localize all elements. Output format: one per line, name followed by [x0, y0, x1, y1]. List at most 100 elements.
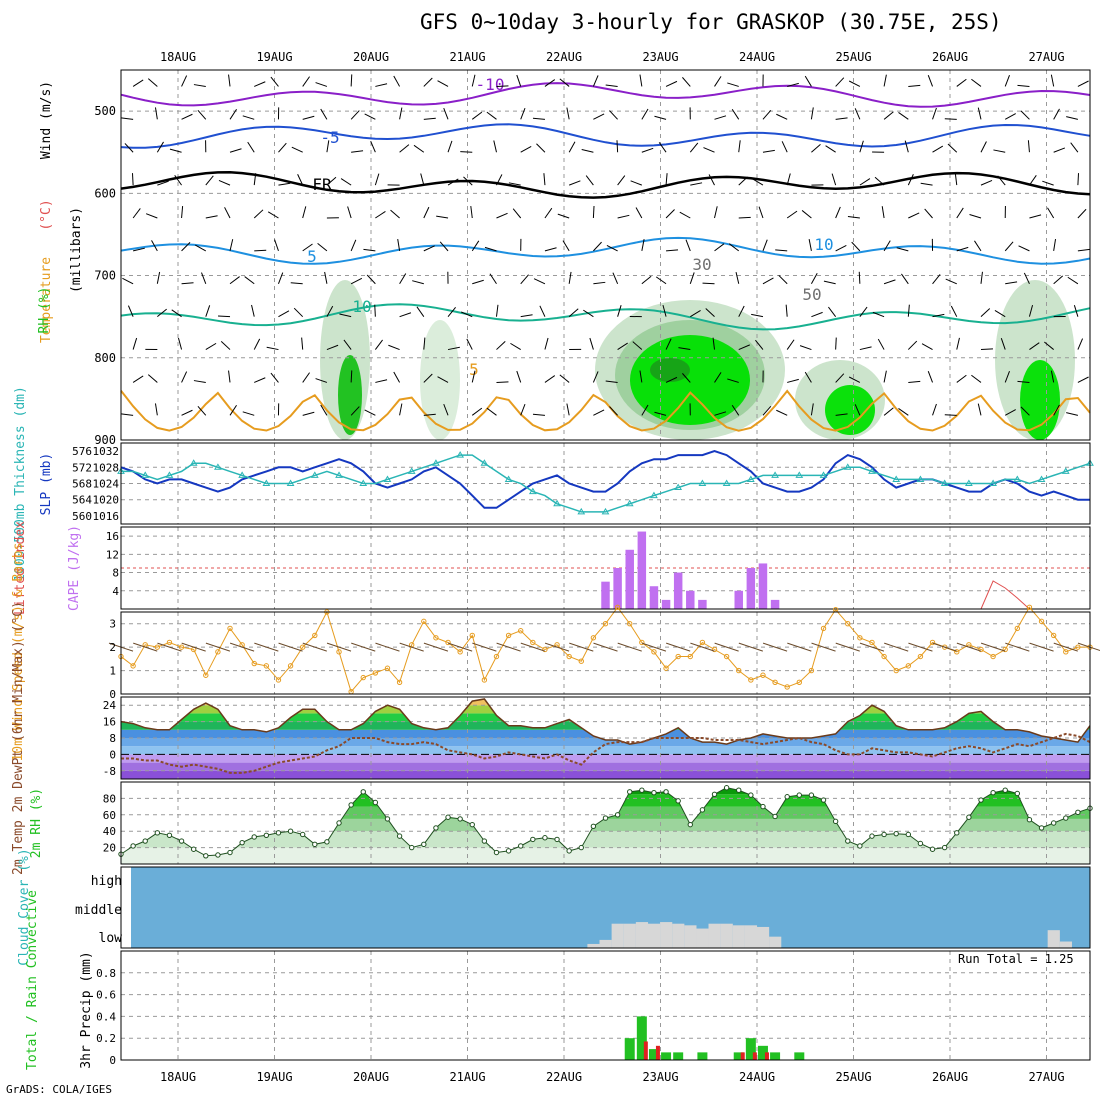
wind-barb: [544, 247, 557, 252]
wind-barb: [851, 241, 861, 252]
y-axis-label: Total / Rain Convective: [25, 890, 40, 1070]
wind-barb: [859, 346, 872, 351]
y-tick-label: 16: [106, 530, 119, 543]
rh-marker: [190, 846, 197, 852]
surface-wind-barb: [593, 642, 618, 652]
wind-barb: [801, 210, 812, 219]
wind-barb: [714, 76, 722, 87]
precip-total-bar: [636, 1016, 647, 1060]
rh-marker: [263, 832, 270, 838]
wind-barb: [1077, 338, 1084, 350]
rh-marker: [433, 825, 439, 831]
wind-barb: [609, 110, 618, 120]
rh-marker: [203, 853, 209, 859]
wind-barb: [932, 313, 945, 318]
y-tick-label: 24: [103, 699, 117, 712]
wind-barb: [562, 240, 570, 252]
rh-marker: [1063, 815, 1069, 821]
wind-barb: [253, 209, 264, 219]
wind-barb: [641, 404, 649, 416]
wind-barb: [423, 413, 436, 416]
contour-label: FR: [312, 175, 332, 194]
wind-marker: [627, 621, 633, 627]
rh-marker: [409, 844, 415, 851]
wind-barb: [447, 140, 453, 153]
wind-marker: [469, 632, 475, 639]
wind-barb: [835, 206, 841, 219]
rh-marker: [166, 832, 173, 838]
wind-barb: [302, 372, 310, 383]
wind-barb: [662, 304, 667, 317]
wind-barb: [559, 374, 570, 383]
wind-barb: [297, 174, 304, 186]
wind-barb: [908, 212, 920, 219]
wind-barb: [253, 173, 257, 186]
y-tick-label: 0.6: [96, 989, 116, 1002]
y-tick-label: high: [91, 874, 122, 889]
wind-marker: [166, 639, 173, 646]
rh-marker: [881, 831, 887, 838]
wind-marker: [990, 653, 996, 660]
precip-total-bar: [661, 1052, 672, 1060]
wind-barb: [808, 239, 812, 251]
wind-barb: [658, 142, 667, 153]
wind-marker: [796, 679, 802, 685]
wind-marker: [457, 649, 463, 655]
surface-wind-barb: [884, 642, 909, 652]
wind-barb: [557, 213, 570, 219]
rh-marker: [505, 848, 512, 854]
wind-barb: [375, 211, 386, 219]
wind-barb: [301, 337, 304, 350]
wind-barb: [848, 376, 861, 383]
wind-barb: [121, 413, 134, 416]
thickness-marker: [456, 451, 465, 458]
thickness-line: [121, 454, 1091, 513]
thickness-marker: [214, 463, 222, 470]
wind-barb: [654, 411, 667, 416]
y-axis-label: RH (%): [37, 287, 52, 334]
y-axis-label: (°C): [39, 199, 54, 230]
y-tick-label: 560: [72, 510, 92, 523]
dewpt-line: [121, 732, 1091, 774]
wind-barb: [854, 404, 861, 416]
wind-marker: [699, 639, 706, 646]
thickness-marker: [916, 475, 925, 482]
isotherm-line: [120, 303, 1091, 331]
temp-band: [121, 746, 1090, 755]
wind-barb: [609, 406, 618, 416]
y-tick-label: 20: [103, 842, 116, 855]
wind-barb: [690, 310, 701, 318]
rh-marker: [1075, 809, 1081, 816]
wind-barb: [201, 272, 207, 284]
wind-barb: [907, 340, 918, 350]
precip-total-bar: [624, 1038, 635, 1060]
y-axis-label: 10m Wind Speed (m/s) & Barbs: [11, 542, 26, 761]
surface-wind-barb: [1029, 642, 1054, 652]
rh-marker: [287, 828, 294, 834]
y-axis-label: Temperature: [39, 257, 54, 343]
rh-marker: [760, 803, 766, 810]
wind-marker: [493, 653, 500, 660]
wind-barb: [786, 173, 791, 186]
wind-barb: [147, 374, 158, 383]
wind-barb: [512, 208, 522, 219]
wind-barb: [267, 211, 279, 219]
date-label-top: 22AUG: [546, 50, 582, 64]
wind-barb: [980, 348, 993, 351]
wind-barb: [1050, 370, 1055, 383]
wind-barb: [420, 173, 425, 186]
surface-wind-barb: [423, 642, 449, 652]
wind-barb: [921, 343, 933, 350]
surface-wind-barb: [1053, 642, 1078, 652]
wind-barb: [971, 374, 982, 383]
y-tick-label: middle: [75, 903, 122, 918]
rh-marker: [566, 848, 572, 854]
wind-marker: [384, 665, 391, 671]
wind-marker: [481, 677, 488, 683]
wind-barb: [495, 304, 499, 317]
wind-barb: [532, 413, 545, 416]
rh-marker: [493, 849, 500, 856]
wind-marker: [505, 632, 512, 639]
y-tick-label: 8: [109, 732, 116, 745]
y-tick-label: 1016: [93, 510, 120, 523]
